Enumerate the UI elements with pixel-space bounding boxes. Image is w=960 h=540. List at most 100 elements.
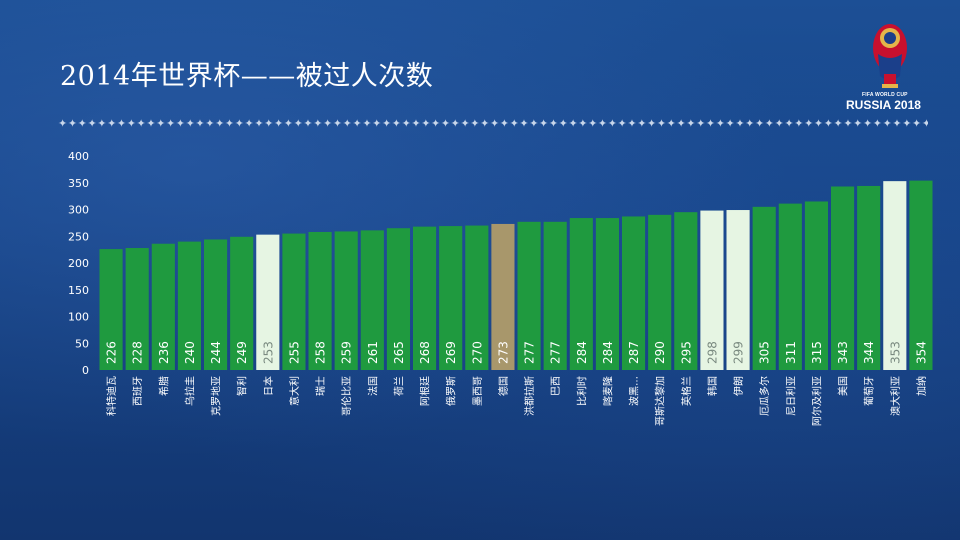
x-tick-label: 尼日利亚 <box>785 376 797 416</box>
bar-value-label: 249 <box>235 341 249 364</box>
x-tick-label: 波黑… <box>628 376 641 406</box>
x-tick-label: 乌拉圭 <box>183 376 196 406</box>
bar-value-label: 240 <box>183 341 197 364</box>
logo-wordmark: RUSSIA 2018 <box>846 98 921 112</box>
bar <box>674 212 698 370</box>
bar <box>125 248 149 370</box>
bar <box>256 234 280 370</box>
x-tick-label: 伊朗 <box>733 376 745 396</box>
x-tick-label: 哥斯达黎加 <box>654 376 667 426</box>
bar <box>308 231 332 370</box>
x-tick-label: 洪都拉斯 <box>523 376 536 416</box>
bar <box>282 233 306 370</box>
bar-value-label: 353 <box>888 341 902 364</box>
bar-value-label: 261 <box>366 341 380 364</box>
bar <box>360 230 384 370</box>
x-tick-label: 瑞士 <box>314 376 327 396</box>
bar-value-label: 305 <box>758 341 772 364</box>
x-tick-label: 智利 <box>236 376 249 396</box>
x-tick-label: 哥伦比亚 <box>340 376 353 416</box>
y-tick-label: 400 <box>68 150 89 163</box>
bar-value-label: 343 <box>836 341 850 364</box>
y-tick-label: 200 <box>68 257 89 270</box>
x-tick-label: 意大利 <box>288 376 301 406</box>
bar <box>883 181 907 370</box>
bar <box>752 206 776 370</box>
bar <box>726 210 750 370</box>
bar <box>491 223 515 370</box>
y-tick-label: 350 <box>68 177 89 190</box>
bar <box>177 241 201 370</box>
bar <box>622 216 646 370</box>
x-tick-label: 日本 <box>262 376 275 396</box>
bar <box>230 236 254 370</box>
x-tick-label: 俄罗斯 <box>445 376 458 406</box>
x-tick-label: 加纳 <box>915 376 928 396</box>
bar-value-label: 259 <box>340 341 354 364</box>
y-tick-label: 100 <box>68 311 89 324</box>
bar <box>857 185 881 370</box>
bar <box>413 226 437 370</box>
x-tick-label: 美国 <box>837 376 850 396</box>
bar-value-label: 299 <box>732 341 746 364</box>
bar-value-label: 284 <box>601 341 615 364</box>
x-axis-labels: 科特迪瓦 西班牙 希腊 乌拉圭 克罗地亚 智利 日本 意大利 瑞士 哥伦比亚 法国 荷兰 阿根廷 俄罗斯 墨… <box>105 376 928 426</box>
decorative-divider: ✦✦✦✦✦✦✦✦✦✦✦✦✦✦✦✦✦✦✦✦✦✦✦✦✦✦✦✦✦✦✦✦✦✦✦✦✦✦✦✦… <box>58 118 928 130</box>
page-title: 2014年世界杯——被过人次数 <box>60 61 434 92</box>
bar-value-label: 226 <box>105 341 119 364</box>
y-tick-label: 50 <box>75 337 89 350</box>
bar-value-label: 290 <box>653 341 667 364</box>
bar <box>439 226 463 370</box>
bar <box>700 210 724 370</box>
bar <box>334 231 358 370</box>
bar <box>909 180 933 370</box>
x-tick-label: 荷兰 <box>392 376 405 396</box>
x-tick-label: 澳大利亚 <box>889 376 902 416</box>
bar <box>804 201 828 370</box>
x-tick-label: 德国 <box>497 376 510 396</box>
bar <box>386 228 410 370</box>
x-tick-label: 克罗地亚 <box>210 376 223 416</box>
x-tick-label: 英格兰 <box>680 376 693 406</box>
y-tick-label: 250 <box>68 230 89 243</box>
bar-value-label: 236 <box>157 341 171 364</box>
bar-value-label: 255 <box>287 341 301 364</box>
y-tick-label: 0 <box>82 364 89 377</box>
y-tick-label: 150 <box>68 284 89 297</box>
bar <box>778 203 802 370</box>
bar-value-label: 244 <box>209 341 223 364</box>
bar <box>465 225 489 370</box>
bar-value-label: 268 <box>418 341 432 364</box>
bar-value-label: 284 <box>575 341 589 364</box>
x-tick-label: 比利时 <box>576 376 588 406</box>
x-tick-label: 西班牙 <box>132 376 144 406</box>
bar-value-label: 273 <box>496 341 510 364</box>
y-tick-label: 300 <box>68 204 89 217</box>
bar-value-label: 354 <box>914 341 928 364</box>
y-axis: 0 50 100 150 200 250 300 350 400 <box>68 150 89 377</box>
world-cup-logo-icon <box>873 24 907 88</box>
bar <box>648 214 672 370</box>
bar-value-label: 277 <box>549 341 563 364</box>
x-tick-label: 阿根廷 <box>419 376 432 406</box>
bar-value-label: 298 <box>705 341 719 364</box>
x-tick-label: 阿尔及利亚 <box>810 376 823 426</box>
bar <box>204 239 228 370</box>
bar-value-label: 253 <box>261 341 275 364</box>
bar-value-label: 228 <box>131 341 145 364</box>
x-tick-label: 韩国 <box>706 376 719 396</box>
bar-value-label: 269 <box>444 341 458 364</box>
x-tick-label: 巴西 <box>550 376 562 396</box>
x-tick-label: 葡萄牙 <box>863 376 876 406</box>
x-tick-label: 喀麦隆 <box>601 376 614 406</box>
bar <box>151 243 175 370</box>
bars: 226 228 236 240 244 249 253 255 258 259 261 265 268 2… <box>99 180 933 370</box>
bar <box>595 218 619 370</box>
bar-value-label: 344 <box>862 341 876 364</box>
bar-value-label: 270 <box>470 341 484 364</box>
x-tick-label: 希腊 <box>157 376 170 396</box>
bar-value-label: 287 <box>627 341 641 364</box>
logo-caption: FIFA WORLD CUP <box>862 92 908 98</box>
bar-value-label: 265 <box>392 341 406 364</box>
